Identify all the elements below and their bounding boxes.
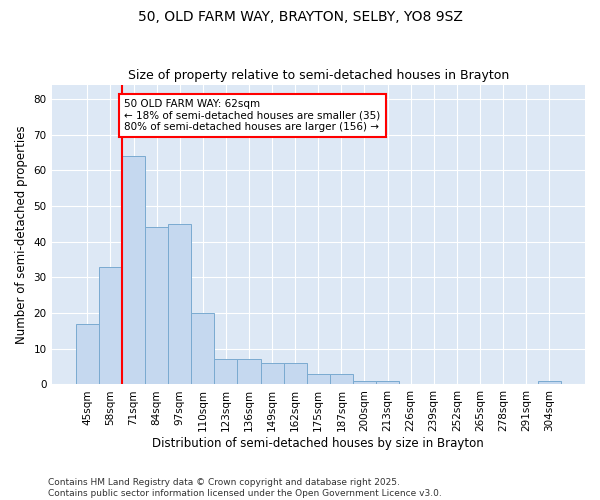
Bar (214, 360, 238, 384)
Bar (330, 374, 353, 384)
Text: 50, OLD FARM WAY, BRAYTON, SELBY, YO8 9SZ: 50, OLD FARM WAY, BRAYTON, SELBY, YO8 9S… (137, 10, 463, 24)
Title: Size of property relative to semi-detached houses in Brayton: Size of property relative to semi-detach… (128, 69, 509, 82)
X-axis label: Distribution of semi-detached houses by size in Brayton: Distribution of semi-detached houses by … (152, 437, 484, 450)
Text: 50 OLD FARM WAY: 62sqm
← 18% of semi-detached houses are smaller (35)
80% of sem: 50 OLD FARM WAY: 62sqm ← 18% of semi-det… (124, 99, 380, 132)
Bar (122, 156, 145, 384)
Bar (191, 313, 214, 384)
Bar (284, 363, 307, 384)
Bar (307, 374, 330, 384)
Bar (168, 224, 191, 384)
Bar (238, 360, 260, 384)
Bar (99, 266, 122, 384)
Bar (376, 381, 399, 384)
Bar (353, 381, 376, 384)
Bar (145, 228, 168, 384)
Bar (76, 324, 99, 384)
Bar (538, 381, 561, 384)
Bar (260, 363, 284, 384)
Text: Contains HM Land Registry data © Crown copyright and database right 2025.
Contai: Contains HM Land Registry data © Crown c… (48, 478, 442, 498)
Y-axis label: Number of semi-detached properties: Number of semi-detached properties (15, 125, 28, 344)
